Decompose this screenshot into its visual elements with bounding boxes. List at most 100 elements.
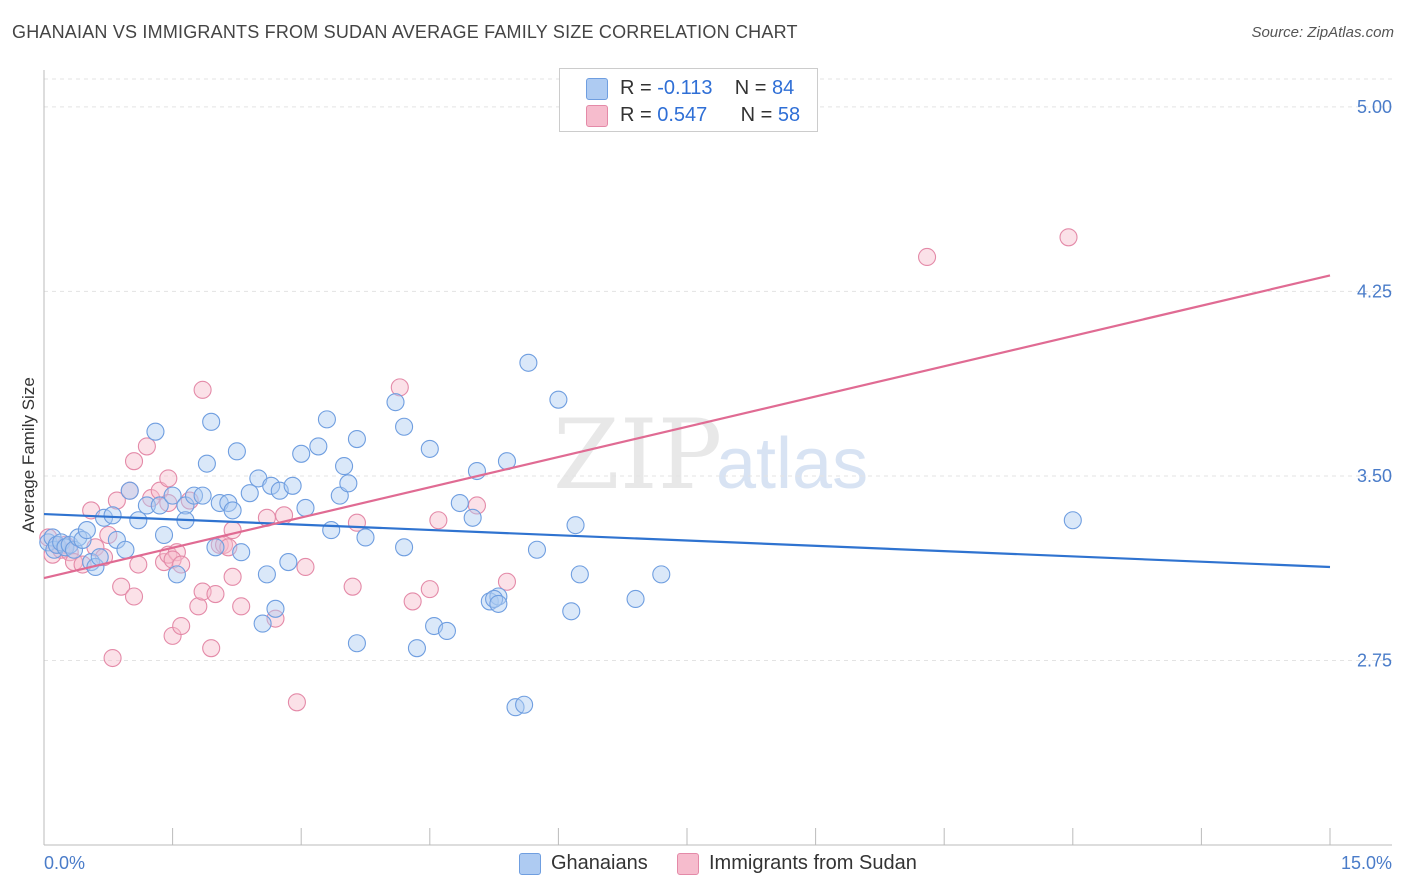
ghanaian-point	[519, 353, 538, 372]
y-tick-label: 4.25	[1357, 281, 1392, 301]
ghanaian-point	[262, 476, 281, 495]
legend-r-value: -0.113	[657, 77, 713, 99]
sudan-point	[429, 511, 448, 530]
sudan-point	[189, 597, 208, 616]
bottom-legend-label-sudan: Immigrants from Sudan	[709, 852, 917, 874]
ghanaian-point	[240, 484, 259, 503]
watermark-atlas: atlas	[716, 424, 868, 504]
ghanaian-points	[39, 353, 1082, 717]
ghanaian-point	[527, 540, 547, 559]
ghanaian-point	[163, 486, 182, 505]
ghanaian-point	[257, 565, 276, 584]
ghanaian-point	[395, 538, 414, 557]
sudan-point	[296, 557, 315, 577]
x-tick-label: 15.0%	[1341, 853, 1392, 873]
sudan-point	[223, 567, 242, 586]
ghanaian-point	[292, 444, 311, 463]
ghanaian-point	[407, 639, 426, 658]
ghanaian-point	[120, 481, 139, 500]
y-axis-title: Average Family Size	[19, 377, 38, 533]
ghanaian-point	[150, 496, 169, 515]
sudan-point	[159, 469, 178, 488]
sudan-point	[103, 648, 122, 668]
ghanaian-point	[339, 474, 358, 493]
sudan-point	[129, 555, 148, 574]
sudan-point	[124, 452, 144, 471]
sudan-point	[287, 693, 306, 712]
ghanaian-point	[223, 501, 242, 520]
legend-n-value: 84	[771, 77, 795, 99]
legend-n-label: N =	[740, 104, 778, 126]
sudan-point	[124, 587, 144, 606]
ghanaian-point	[463, 508, 482, 527]
legend-r-label: R =	[620, 77, 658, 99]
axes	[43, 70, 1392, 846]
sudan-point	[390, 378, 409, 397]
bottom-legend-swatch-blue	[519, 853, 541, 875]
legend: R = -0.113 N = 84 R = 0.547 N = 58	[559, 68, 818, 132]
ghanaian-point	[1063, 511, 1082, 530]
sudan-point	[403, 592, 422, 611]
sudan-point	[420, 580, 439, 599]
sudan-point	[206, 584, 225, 604]
ghanaian-point	[154, 525, 174, 545]
ghanaian-point	[137, 496, 156, 515]
trend-lines	[43, 274, 1331, 580]
legend-n-value: 58	[777, 104, 801, 126]
ghanaian-point	[450, 493, 469, 513]
watermark: ZIP atlas	[553, 399, 868, 511]
ghanaian-point	[420, 439, 439, 458]
ghanaian-point	[322, 521, 341, 540]
y-tick-label: 3.50	[1357, 466, 1392, 486]
sudan-point	[193, 380, 212, 399]
ghanaian-point	[77, 521, 96, 540]
sudan-point	[343, 577, 362, 596]
sudan-point	[112, 577, 131, 596]
ghanaian-point	[279, 553, 298, 572]
bottom-legend-swatch-pink	[677, 853, 699, 875]
ghanaian-point	[626, 589, 645, 609]
source-label: Source: ZipAtlas.com	[1251, 24, 1394, 41]
legend-swatch-pink	[586, 105, 608, 127]
ghanaian-point	[549, 390, 568, 409]
ghanaian-point	[347, 429, 366, 449]
grid	[44, 78, 1392, 661]
y-tick-label: 5.00	[1357, 97, 1392, 117]
ghanaian-point	[206, 538, 225, 557]
ghanaian-point	[296, 498, 315, 517]
ghanaian-point	[283, 476, 302, 495]
ghanaian-point	[232, 543, 251, 562]
ghanaian-point	[566, 516, 585, 535]
tick-labels: 2.75 3.50 4.25 5.00 0.0% 15.0%	[44, 97, 1392, 873]
ghanaian-point	[395, 417, 414, 436]
ghanaian-point	[386, 393, 405, 412]
watermark-zip: ZIP	[553, 399, 722, 511]
chart-title: GHANAIAN VS IMMIGRANTS FROM SUDAN AVERAG…	[12, 22, 798, 42]
ghanaian-point	[73, 530, 92, 549]
sudan-point	[202, 639, 221, 658]
sudan-point	[137, 437, 156, 456]
sudan-point	[1059, 228, 1078, 247]
ghanaian-point	[317, 410, 336, 429]
ghanaian-point	[335, 457, 354, 476]
sudan-point	[172, 616, 191, 636]
legend-r-value: 0.547	[657, 104, 708, 126]
ghanaian-trend-line	[43, 512, 1331, 569]
ghanaian-point	[515, 695, 534, 714]
ghanaian-point	[116, 540, 135, 559]
ghanaian-point	[146, 422, 165, 441]
sudan-point	[497, 572, 517, 591]
bottom-legend-label-ghanaians: Ghanaians	[551, 852, 648, 874]
ghanaian-point	[347, 634, 366, 653]
sudan-trend-line	[43, 274, 1331, 580]
sudan-point	[163, 550, 182, 569]
ghanaian-point	[266, 599, 285, 618]
y-tick-label: 2.75	[1357, 650, 1392, 670]
x-tick-label: 0.0%	[44, 853, 85, 873]
sudan-point	[232, 597, 251, 616]
ghanaian-point	[330, 486, 349, 505]
sudan-point	[172, 555, 191, 574]
ghanaian-point	[103, 506, 122, 525]
sudan-point	[107, 491, 126, 510]
